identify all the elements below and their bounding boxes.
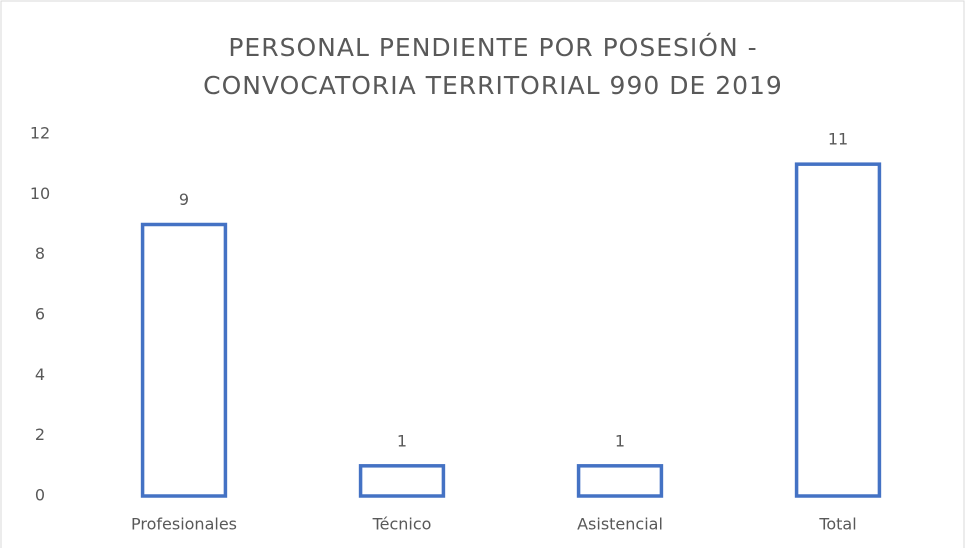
y-tick-label: 2 — [35, 425, 45, 444]
data-label: 1 — [397, 431, 407, 450]
chart-title: CONVOCATORIA TERRITORIAL 990 DE 2019 — [203, 71, 783, 100]
data-label: 9 — [179, 190, 189, 209]
y-tick-label: 4 — [35, 365, 45, 384]
y-tick-label: 6 — [35, 305, 45, 324]
y-tick-label: 12 — [30, 124, 50, 143]
y-tick-label: 10 — [30, 184, 50, 203]
x-tick-label: Total — [818, 515, 856, 534]
bar — [358, 464, 446, 498]
chart-title: PERSONAL PENDIENTE POR POSESIÓN - — [228, 32, 757, 62]
bar — [794, 162, 882, 498]
x-tick-label: Profesionales — [131, 515, 237, 534]
x-tick-label: Asistencial — [577, 515, 663, 534]
data-label: 11 — [828, 130, 848, 149]
y-tick-label: 0 — [35, 486, 45, 505]
y-tick-label: 8 — [35, 244, 45, 263]
bar — [140, 222, 228, 498]
x-tick-label: Técnico — [372, 515, 432, 534]
bar — [576, 464, 664, 498]
data-label: 1 — [615, 431, 625, 450]
